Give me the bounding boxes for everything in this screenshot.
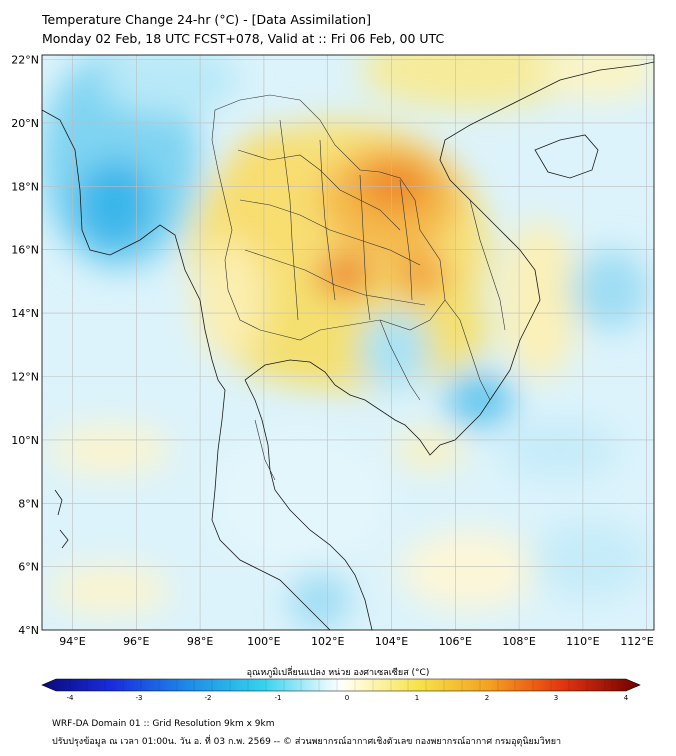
map-subtitle: Monday 02 Feb, 18 UTC FCST+078, Valid at…: [42, 31, 445, 46]
lon-label: 96°E: [123, 635, 149, 648]
temperature-field: [42, 55, 654, 630]
footer-model-info: WRF-DA Domain 01 :: Grid Resolution 9km …: [52, 719, 275, 729]
colorbar-tick: 4: [624, 694, 629, 702]
lat-label: 14°N: [11, 307, 39, 320]
colorbar-tick: -2: [205, 694, 212, 702]
lon-label: 106°E: [439, 635, 472, 648]
colorbar-title: อุณหภูมิเปลี่ยนแปลง หน่วย องศาเซลเซียส (…: [246, 668, 430, 678]
lat-label: 4°N: [18, 624, 39, 637]
lon-label: 98°E: [187, 635, 213, 648]
map-frame: [41, 54, 655, 631]
lat-label: 10°N: [11, 434, 39, 447]
colorbar-tick: -4: [67, 694, 75, 702]
colorbar-tick: 0: [345, 694, 349, 702]
lon-label: 100°E: [247, 635, 280, 648]
lat-label: 6°N: [18, 561, 39, 574]
colorbar-tick: 2: [485, 694, 489, 702]
colorbar-tick: -1: [275, 694, 282, 702]
colorbar-tick: 3: [554, 694, 558, 702]
map-title: Temperature Change 24-hr (°C) - [Data As…: [42, 12, 371, 27]
lon-label: 108°E: [502, 635, 535, 648]
colorbar-tick: 1: [415, 694, 419, 702]
coastlines: [42, 61, 654, 630]
lat-label: 18°N: [11, 180, 39, 193]
colorbar-tick: -3: [136, 694, 143, 702]
lat-label: 22°N: [11, 54, 39, 67]
lon-label: 102°E: [311, 635, 344, 648]
lat-label: 8°N: [18, 497, 39, 510]
lon-label: 94°E: [59, 635, 85, 648]
colorbar: -4 -3 -2 -1 0 1 2 3 4: [41, 678, 641, 702]
lon-label: 104°E: [375, 635, 408, 648]
lat-label: 16°N: [11, 244, 39, 257]
footer-credit: ปรับปรุงข้อมูล ณ เวลา 01:00น. วัน อ. ที่…: [52, 737, 562, 747]
lat-label: 12°N: [11, 371, 39, 384]
lon-label: 112°E: [620, 635, 653, 648]
colorbar-bar: [41, 678, 641, 692]
admin-borders: [211, 94, 506, 481]
lon-label: 110°E: [566, 635, 599, 648]
lat-label: 20°N: [11, 117, 39, 130]
